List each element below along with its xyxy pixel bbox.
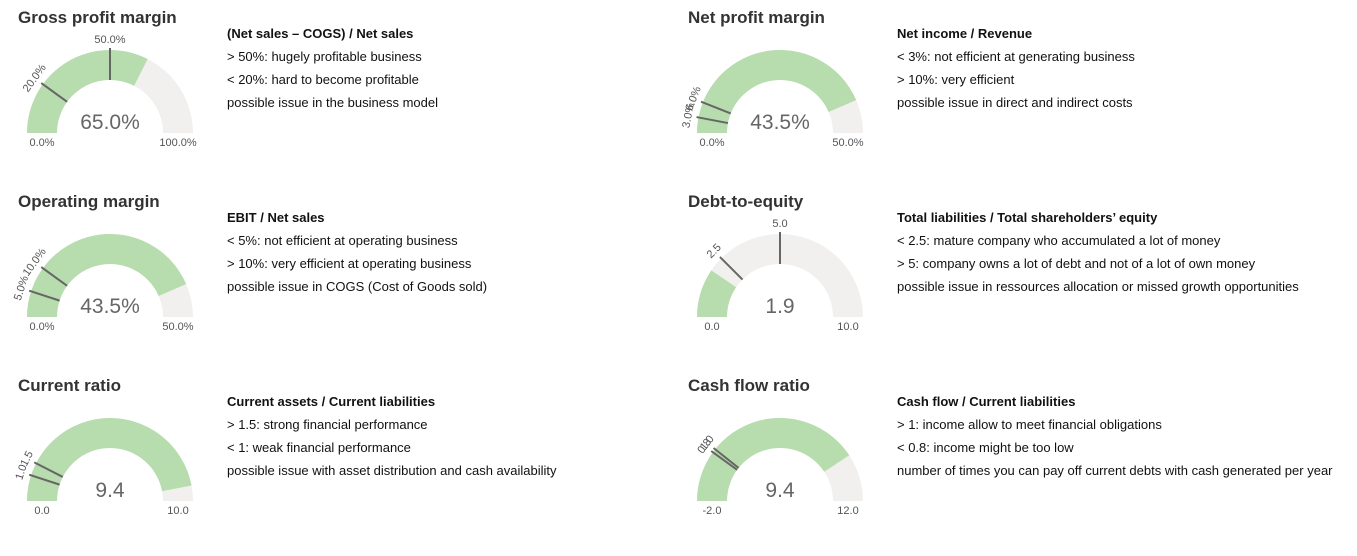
gauge-chart: 20.0%50.0%65.0%0.0% 100.0% <box>21 34 197 149</box>
gauge-chart: 5.0%10.0%43.5%0.0% 50.0% <box>12 234 194 333</box>
ratio-threshold-line: < 2.5: mature company who accumulated a … <box>897 233 1221 248</box>
card-cash-flow-ratio: Cash flow ratio 0.8 1.0 9.4 -2.0 12.0 Cash flo… <box>688 376 1357 556</box>
gauge-min-label: 0.0% <box>29 137 54 149</box>
gauge-marker-line <box>40 82 68 103</box>
gauge-marker-label: 1.0 <box>13 463 29 481</box>
gauge-track <box>697 234 863 317</box>
card-gross-profit-margin: Gross profit margin 20.0% 50.0% 65.0% 0.0% 10… <box>18 8 688 188</box>
gauge-max-label: 10.0 <box>167 505 188 517</box>
ratio-threshold-line: possible issue in direct and indirect co… <box>897 95 1133 110</box>
gauge-chart: 3.0%6.0%43.5%0.0% 50.0% <box>680 50 864 149</box>
gauge-value-arc <box>697 270 737 317</box>
card-title: Debt-to-equity <box>688 192 804 211</box>
gauge-max-label: 50.0% <box>832 137 863 149</box>
gauge-max-label: 50.0% <box>162 321 193 333</box>
gauge-min-label: 0.0 <box>704 321 719 333</box>
card-operating-margin: Operating margin 5.0% 10.0% 43.5% 0.0% 50.0% E… <box>12 192 688 372</box>
ratio-formula: EBIT / Net sales <box>227 210 325 225</box>
gauge-max-label: 12.0 <box>837 505 858 517</box>
ratio-description: Net income / Revenue < 3%: not efficient … <box>897 22 1135 114</box>
gauge-marker-label: 5.0% <box>12 274 31 302</box>
card-title: Net profit margin <box>688 8 825 27</box>
gauge-marker-label: 3.0% <box>680 102 697 129</box>
ratio-description: Cash flow / Current liabilities > 1: inco… <box>897 390 1333 482</box>
gauge-max-label: 10.0 <box>837 321 858 333</box>
gauge-min-label: -2.0 <box>703 505 722 517</box>
ratio-threshold-line: possible issue in the business model <box>227 95 439 110</box>
ratio-formula: (Net sales – COGS) / Net sales <box>227 26 414 41</box>
ratio-threshold-line: > 1: income allow to meet financial obli… <box>897 417 1162 432</box>
card-net-profit-margin: Net profit margin 3.0% 6.0% 43.5% 0.0% 50.0% N… <box>680 8 1357 188</box>
ratio-threshold-line: > 5: company owns a lot of debt and not … <box>897 256 1256 271</box>
card-title: Current ratio <box>18 376 121 395</box>
ratio-formula: Cash flow / Current liabilities <box>897 394 1076 409</box>
gauge-max-label: 100.0% <box>159 137 197 149</box>
card-title: Operating margin <box>18 192 160 211</box>
gauge-value: 43.5% <box>750 111 810 134</box>
gauge-min-label: 0.0% <box>29 321 54 333</box>
gauge-marker-label: 50.0% <box>94 34 125 46</box>
gauge-marker-line <box>40 266 68 287</box>
ratio-threshold-line: > 10%: very efficient at operating busin… <box>227 256 472 271</box>
gauge-value-arc <box>697 418 850 501</box>
gauge-chart: 2.55.01.90.0 10.0 <box>697 218 863 333</box>
ratio-threshold-line: < 3%: not efficient at generating busine… <box>897 49 1135 64</box>
card-current-ratio: Current ratio 1.0 1.5 9.4 0.0 10.0 Current ass… <box>13 376 688 556</box>
ratio-description: EBIT / Net sales < 5%: not efficient at o… <box>227 206 487 298</box>
gauge-marker-line <box>696 116 729 125</box>
gauge-marker-line <box>710 450 738 471</box>
gauge-value: 9.4 <box>95 479 125 502</box>
ratio-threshold-line: < 5%: not efficient at operating busines… <box>227 233 458 248</box>
gauge-marker-line <box>712 447 740 469</box>
gauge-value: 65.0% <box>80 111 140 134</box>
card-title: Cash flow ratio <box>688 376 810 395</box>
ratio-threshold-line: > 50%: hugely profitable business <box>227 49 422 64</box>
ratio-description: Total liabilities / Total shareholders’ … <box>897 206 1299 298</box>
ratio-description: (Net sales – COGS) / Net sales > 50%: hug… <box>227 22 438 114</box>
ratio-description: Current assets / Current liabilities > 1.… <box>227 390 557 482</box>
gauge-min-label: 0.0% <box>699 137 724 149</box>
gauge-value-arc <box>697 50 857 133</box>
gauge-chart: 0.81.09.4-2.0 12.0 <box>695 418 863 517</box>
gauge-value: 1.9 <box>765 295 794 318</box>
ratio-threshold-line: < 1: weak financial performance <box>227 440 411 455</box>
gauge-value-arc <box>27 418 192 501</box>
gauge-min-label: 0.0 <box>34 505 49 517</box>
gauge-marker-label: 5.0 <box>772 218 787 230</box>
card-debt-to-equity: Debt-to-equity 2.5 5.0 1.9 0.0 10.0 Total liab… <box>688 192 1357 372</box>
ratio-threshold-line: > 10%: very efficient <box>897 72 1015 87</box>
gauge-marker-line <box>719 256 744 281</box>
gauge-value: 43.5% <box>80 295 140 318</box>
gauge-marker-line <box>28 289 60 302</box>
gauge-value-arc <box>27 234 187 317</box>
ratio-threshold-line: possible issue in COGS (Cost of Goods so… <box>227 279 488 294</box>
ratio-formula: Current assets / Current liabilities <box>227 394 436 409</box>
gauge-marker-line <box>33 461 64 478</box>
gauge-chart: 1.01.59.40.0 10.0 <box>13 418 193 517</box>
gauge-value: 9.4 <box>765 479 795 502</box>
ratio-formula: Net income / Revenue <box>897 26 1033 41</box>
ratio-threshold-line: possible issue in ressources allocation … <box>897 279 1299 294</box>
ratio-formula: Total liabilities / Total shareholders’ … <box>897 210 1158 225</box>
ratio-threshold-line: number of times you can pay off current … <box>897 463 1333 478</box>
ratio-threshold-line: < 20%: hard to become profitable <box>227 72 419 87</box>
card-title: Gross profit margin <box>18 8 177 27</box>
gauge-marker-line <box>28 473 60 486</box>
gauge-marker-line <box>700 100 732 115</box>
gauge-value-arc <box>27 50 148 133</box>
ratio-threshold-line: possible issue with asset distribution a… <box>227 463 557 478</box>
ratio-threshold-line: > 1.5: strong financial performance <box>227 417 428 432</box>
ratio-threshold-line: < 0.8: income might be too low <box>897 440 1074 455</box>
